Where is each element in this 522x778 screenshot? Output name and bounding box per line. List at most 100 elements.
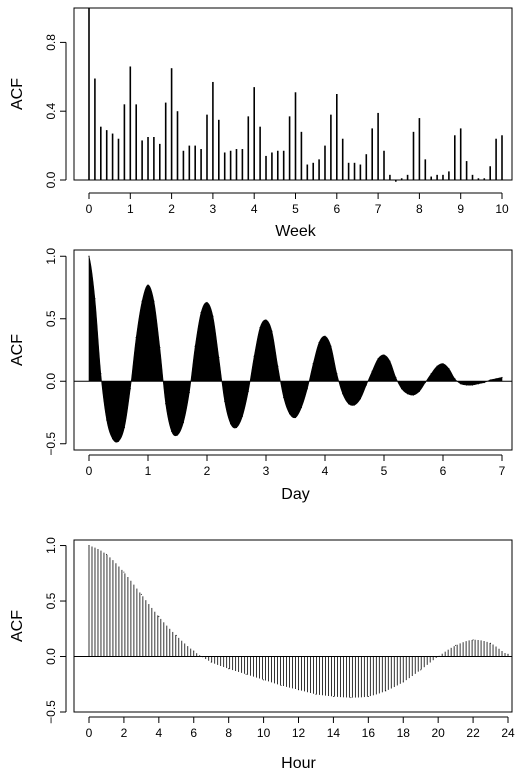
acf-point [455, 644, 457, 646]
acf-point [472, 639, 474, 641]
acf-point [159, 346, 161, 349]
x-tick-label: 5 [292, 202, 299, 216]
x-axis-label: Hour [281, 755, 316, 772]
y-axis: −0.5 0.0 0.5 1.0 [44, 248, 67, 456]
x-tick-label: 10 [495, 202, 509, 216]
x-axis: 0 1 2 3 4 5 6 7 [86, 454, 506, 478]
acf-point [383, 354, 385, 356]
acf-point [353, 404, 356, 406]
acf-point [235, 426, 238, 429]
acf-point [289, 413, 291, 415]
acf-area [88, 256, 503, 443]
acf-point [271, 330, 273, 332]
x-tick-label: 18 [397, 726, 411, 740]
acf-point [294, 416, 297, 419]
x-tick-label: 14 [327, 726, 341, 740]
x-tick-label: 7 [375, 202, 382, 216]
x-tick-label: 8 [225, 726, 232, 740]
acf-point [94, 298, 96, 300]
x-tick-label: 1 [145, 464, 152, 478]
x-tick-label: 8 [416, 202, 423, 216]
acf-point [265, 319, 267, 321]
acf-point [371, 370, 373, 372]
acf-point [367, 695, 369, 697]
acf-point [437, 656, 439, 658]
series [88, 545, 509, 699]
acf-point [123, 571, 125, 573]
y-tick-label: 1.0 [44, 248, 58, 265]
x-tick-label: 24 [501, 726, 515, 740]
acf-point [365, 384, 367, 386]
acf-point [315, 693, 317, 695]
acf-point [245, 673, 247, 675]
acf-point [495, 378, 497, 380]
x-tick-label: 0 [86, 726, 93, 740]
acf-point [448, 368, 450, 370]
plot-frame [73, 539, 513, 713]
acf-point [241, 415, 243, 417]
acf-point [193, 650, 195, 652]
acf-point [88, 255, 90, 257]
acf-point [283, 396, 285, 399]
acf-point [176, 434, 179, 436]
acf-point [460, 383, 462, 385]
acf-point [140, 593, 142, 595]
x-axis-label: Day [281, 486, 309, 503]
acf-point [318, 341, 320, 344]
acf-point [395, 376, 397, 379]
acf-point [228, 668, 230, 670]
acf-point [477, 383, 479, 385]
acf-point [123, 426, 125, 429]
acf-point [385, 690, 387, 692]
y-tick-label: 0.5 [44, 310, 58, 327]
acf-point [88, 545, 90, 547]
acf-point [280, 684, 282, 686]
chart-panel-2: 0 1 2 3 4 5 6 7 −0.5 0.0 0.5 1.0 Day ACF [9, 248, 513, 503]
x-tick-label: 9 [457, 202, 464, 216]
acf-point [158, 616, 160, 618]
x-tick-label: 20 [431, 726, 445, 740]
acf-point [253, 355, 255, 357]
x-tick-label: 5 [381, 464, 388, 478]
acf-point [418, 390, 420, 392]
acf-point [129, 388, 131, 390]
acf-point [407, 393, 409, 395]
x-tick-label: 2 [204, 464, 211, 478]
plot-frame [73, 249, 513, 451]
y-axis-label: ACF [9, 610, 26, 642]
y-axis: −0.5 0.0 0.5 1.0 [44, 537, 67, 724]
chart-panel-1: 0 1 2 3 4 5 6 7 8 9 10 0.0 0.4 0.8 Week ACF [9, 7, 513, 240]
acf-point [277, 365, 279, 367]
acf-point [188, 391, 190, 394]
acf-point [218, 356, 220, 359]
x-tick-label: 12 [292, 726, 306, 740]
acf-point [490, 642, 492, 644]
x-tick-label: 10 [257, 726, 271, 740]
acf-point [489, 379, 491, 381]
chart-panel-3: 0 2 4 6 8 10 12 14 16 18 20 22 24−0.50.00.51.0HourAC… [9, 537, 515, 772]
acf-point [402, 681, 404, 683]
acf-point [135, 336, 137, 339]
x-tick-label: 6 [440, 464, 447, 478]
acf-point [147, 284, 149, 286]
y-tick-label: 0.8 [44, 34, 58, 51]
acf-point [210, 661, 212, 663]
x-tick-label: 2 [121, 726, 128, 740]
x-tick-label: 1 [127, 202, 134, 216]
acf-point [153, 300, 155, 302]
x-tick-label: 6 [333, 202, 340, 216]
x-tick-label: 4 [322, 464, 329, 478]
acf-point [401, 388, 403, 390]
y-tick-label: 0.5 [44, 592, 58, 609]
acf-point [483, 381, 485, 384]
series [88, 255, 503, 443]
y-axis: 0.0 0.4 0.8 [44, 34, 67, 188]
acf-point [336, 373, 338, 375]
acf-point [436, 365, 438, 367]
y-tick-label: 0.0 [44, 648, 58, 665]
acf-point [430, 373, 432, 375]
acf-point [263, 679, 265, 681]
acf-point [194, 345, 196, 347]
x-tick-label: 3 [263, 464, 270, 478]
x-axis-label: Week [275, 223, 317, 240]
